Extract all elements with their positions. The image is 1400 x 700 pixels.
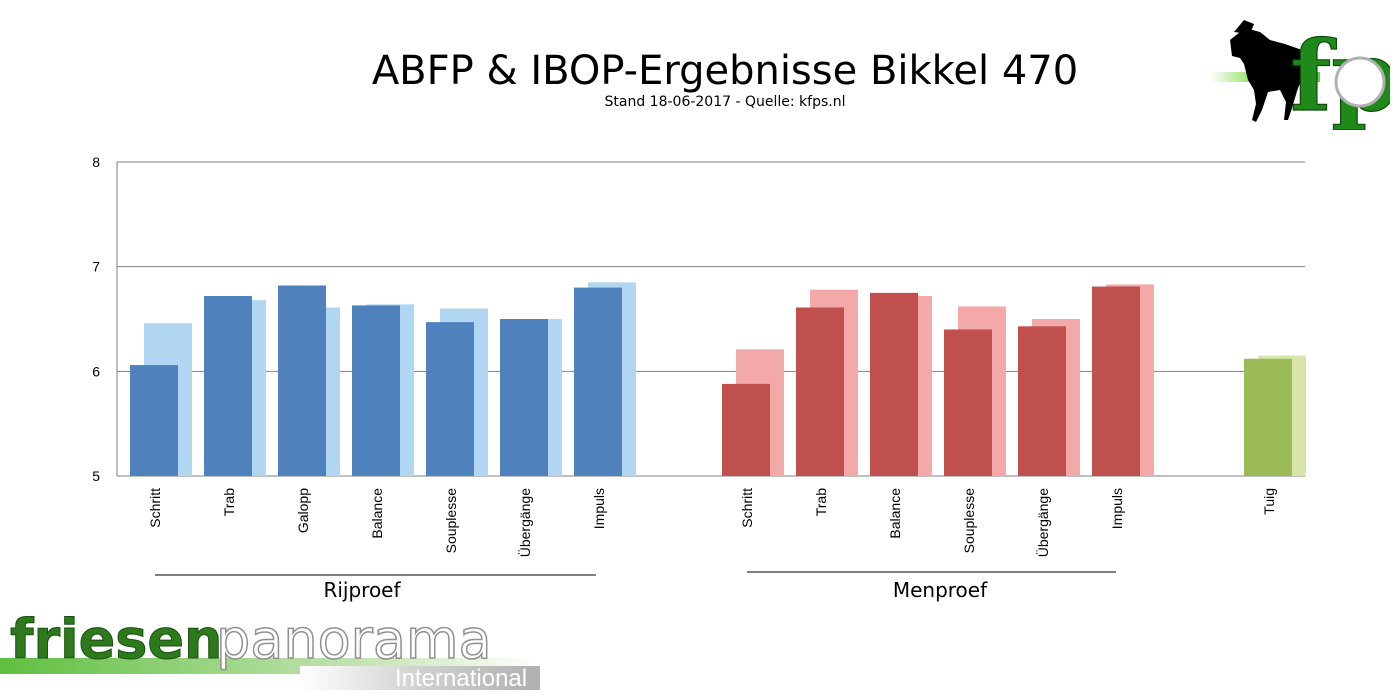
logo-p-bowl-icon — [1334, 56, 1386, 108]
horse-icon — [1230, 20, 1306, 122]
bar-series1-12 — [1092, 286, 1140, 476]
bar-series1-3 — [352, 305, 400, 476]
menproef-group-label: Menproef — [892, 578, 988, 602]
x-tick-label: Balance — [369, 488, 385, 539]
x-tick-label: Trab — [813, 488, 829, 516]
x-tick-label: Balance — [887, 488, 903, 539]
x-tick-label: Galopp — [295, 488, 311, 533]
chart-title: ABFP & IBOP-Ergebnisse Bikkel 470 — [371, 48, 1079, 94]
bar-series1-10 — [944, 329, 992, 476]
x-tick-label: Souplesse — [961, 488, 977, 554]
tick-labels: 5 6 7 8 Schritt Trab Galopp Balance Souplesse Übe… — [92, 154, 1277, 557]
x-tick-label: Übergänge — [516, 488, 533, 557]
bar-series1-6 — [574, 287, 622, 476]
bar-series1-4 — [426, 322, 474, 476]
chart-subtitle: Stand 18-06-2017 - Quelle: kfps.nl — [604, 94, 846, 110]
logo-word-panorama: panorama — [216, 608, 492, 671]
bar-series1-8 — [796, 307, 844, 476]
y-tick-label: 6 — [92, 363, 100, 379]
bar-series1-11 — [1018, 326, 1066, 476]
rijproef-group-label: Rijproef — [323, 578, 401, 602]
y-tick-label: 7 — [92, 259, 100, 275]
kfps-horse-logo: fp — [1210, 19, 1390, 130]
x-tick-label: Souplesse — [443, 488, 459, 554]
logo-word-friesen: friesen — [10, 608, 222, 671]
bar-series1-13 — [1244, 358, 1292, 476]
y-tick-label: 8 — [92, 154, 100, 170]
x-tick-label: Impuls — [591, 488, 607, 529]
bar-series1-1 — [204, 295, 252, 476]
bars — [130, 282, 1306, 476]
x-tick-label: Tuig — [1261, 488, 1277, 515]
x-tick-label: Impuls — [1109, 488, 1125, 529]
x-tick-label: Schritt — [147, 488, 163, 528]
logo-word-international: International — [395, 665, 527, 692]
bar-series1-9 — [870, 292, 918, 476]
x-tick-label: Schritt — [739, 488, 755, 528]
bar-series1-0 — [130, 365, 178, 476]
bar-series1-7 — [722, 383, 770, 476]
bar-series1-2 — [278, 285, 326, 476]
x-tick-label: Trab — [221, 488, 237, 516]
y-tick-label: 5 — [92, 468, 100, 484]
friesenpanorama-logo: friesen panorama International — [0, 607, 540, 692]
bar-series1-5 — [500, 319, 548, 476]
x-tick-label: Übergänge — [1034, 488, 1051, 557]
